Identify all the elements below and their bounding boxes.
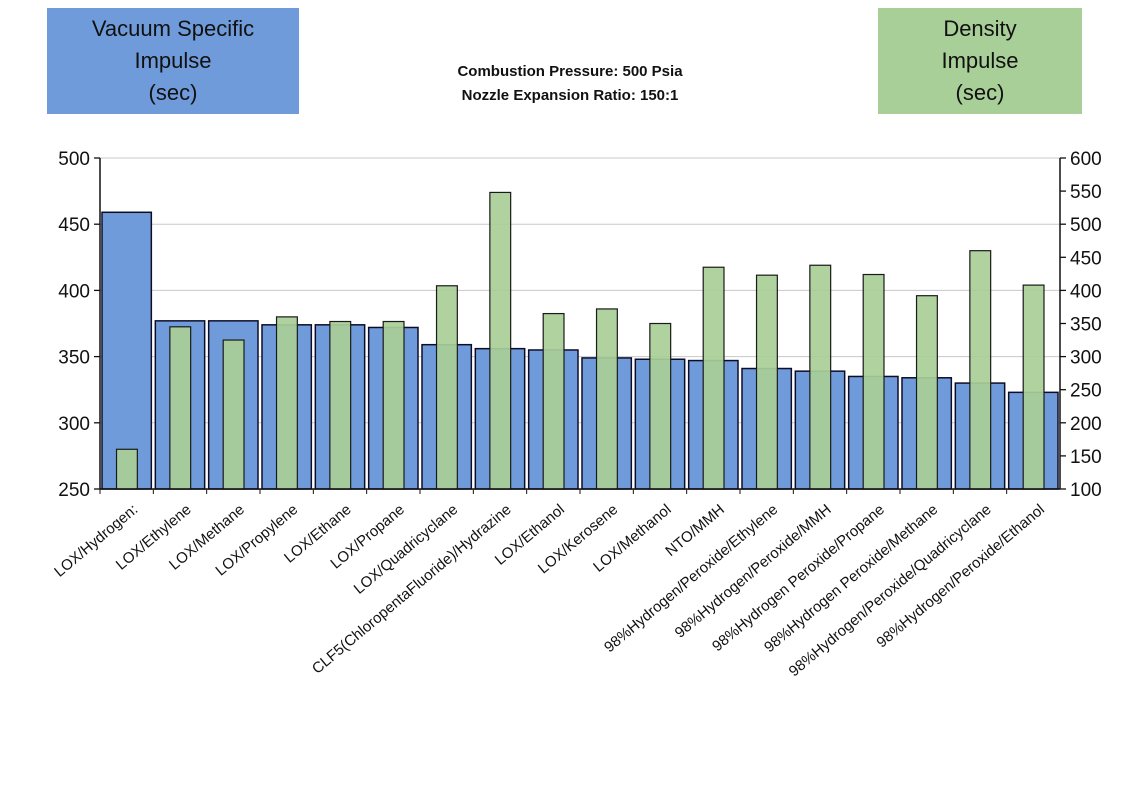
bar-density-impulse-12 [755,274,778,490]
legend-right-line-1: Density [943,16,1017,41]
y-right-tick-label-6: 400 [1070,281,1102,302]
y-right-tick-label-10: 600 [1070,149,1102,170]
legend-left-line-3: (sec) [148,80,198,105]
bar-density-impulse-11 [702,266,725,490]
y-left-tick-label-2: 350 [58,348,90,369]
bar-density-impulse-3 [275,316,298,490]
legend-right-line-3: (sec) [955,80,1005,105]
bar-density-impulse-17 [1022,284,1045,490]
test-conditions: Combustion Pressure: 500 Psia Nozzle Exp… [370,60,770,108]
bar-density-impulse-0 [115,448,138,490]
bar-density-impulse-16 [969,250,992,490]
bar-density-impulse-7 [489,191,512,490]
bar-density-impulse-4 [329,320,352,490]
bar-density-impulse-10 [649,322,672,490]
bar-density-impulse-8 [542,312,565,490]
y-left-tick-label-0: 250 [58,480,90,501]
bar-density-impulse-2 [222,339,245,490]
y-right-tick-label-4: 300 [1070,348,1102,369]
y-right-tick-label-9: 550 [1070,182,1102,203]
y-right-tick-label-3: 250 [1070,381,1102,402]
plot-area [100,158,1060,489]
y-left-tick-label-5: 500 [58,149,90,170]
bar-density-impulse-6 [435,285,458,490]
legend-right-line-2: Impulse [941,48,1019,73]
bar-density-impulse-15 [915,295,938,490]
legend-left-line-2: Impulse [134,48,212,73]
combustion-pressure-text: Combustion Pressure: 500 Psia [457,63,683,80]
legend-density-impulse: Density Impulse (sec) [878,8,1082,114]
legend-left-line-1: Vacuum Specific [91,16,255,41]
y-right-tick-label-5: 350 [1070,315,1102,336]
bar-density-impulse-1 [169,326,192,490]
bar-density-impulse-5 [382,320,405,490]
y-left-tick-label-1: 300 [58,414,90,435]
bar-density-impulse-9 [595,308,618,490]
y-right-tick-label-7: 450 [1070,248,1102,269]
category-label-7: CLF5(ChloropentaFluoride)/Hydrazine [309,501,515,677]
y-right-tick-label-1: 150 [1070,447,1102,468]
y-right-tick-label-8: 500 [1070,215,1102,236]
y-right-tick-label-0: 100 [1070,480,1102,501]
y-left-tick-label-4: 450 [58,215,90,236]
nozzle-expansion-text: Nozzle Expansion Ratio: 150:1 [461,87,679,104]
bar-density-impulse-13 [809,264,832,490]
y-right-tick-label-2: 200 [1070,414,1102,435]
bar-density-impulse-14 [862,273,885,490]
y-left-tick-label-3: 400 [58,281,90,302]
bar-vacuum-isp-0 [101,211,153,490]
legend-vacuum-specific-impulse: Vacuum Specific Impulse (sec) [47,8,299,114]
